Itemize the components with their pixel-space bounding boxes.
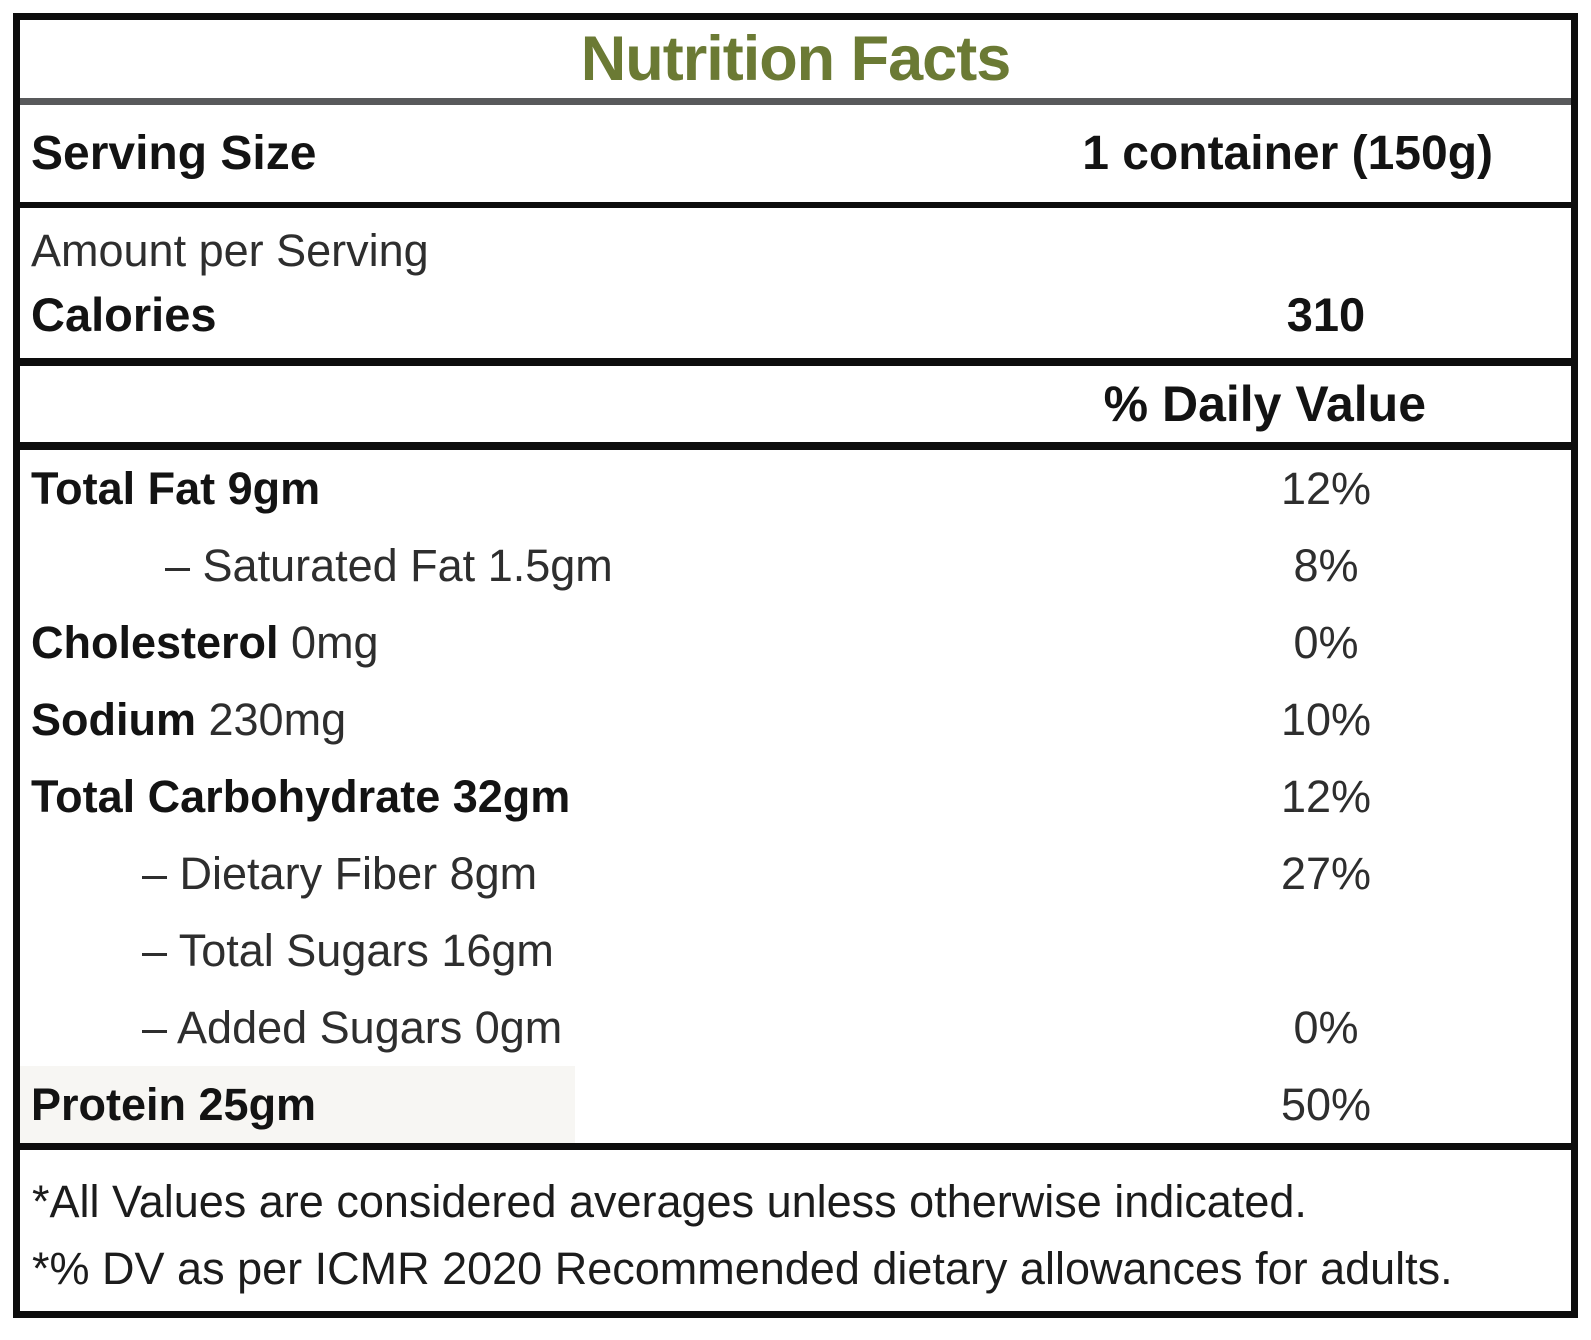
nutrient-row-cholesterol: Cholesterol 0mg 0% (20, 604, 1571, 681)
serving-size-value: 1 container (150g) (1082, 127, 1493, 180)
calories-row: Calories 310 (31, 287, 1571, 342)
nutrition-facts-label: Nutrition Facts Serving Size 1 container… (13, 13, 1578, 1318)
daily-value-percent: 27% (1280, 847, 1372, 899)
calories-label: Calories (31, 287, 217, 341)
nutrient-row-total-carbohydrate: Total Carbohydrate 32gm 12% (20, 758, 1571, 835)
nutrient-label: – Total Sugars 16gm (142, 924, 554, 976)
nutrient-row-dietary-fiber: – Dietary Fiber 8gm 27% (20, 835, 1571, 912)
nutrient-rows: Total Fat 9gm 12% – Saturated Fat 1.5gm … (20, 450, 1571, 1143)
nutrient-label: – Added Sugars 0gm (142, 1001, 563, 1053)
title-section: Nutrition Facts (20, 20, 1571, 105)
nutrient-row-total-fat: Total Fat 9gm 12% (20, 450, 1571, 527)
nutrient-label: Sodium 230mg (31, 693, 347, 745)
nutrient-row-sodium: Sodium 230mg 10% (20, 681, 1571, 758)
nutrient-label: – Saturated Fat 1.5gm (165, 539, 613, 591)
serving-size-row: Serving Size 1 container (150g) (20, 105, 1571, 208)
nutrient-row-added-sugars: – Added Sugars 0gm 0% (20, 989, 1571, 1066)
nutrient-row-saturated-fat: – Saturated Fat 1.5gm 8% (20, 527, 1571, 604)
footnote-averages: *All Values are considered averages unle… (32, 1176, 1307, 1227)
daily-value-percent: 12% (1280, 770, 1372, 822)
daily-value-header-row: % Daily Value (20, 366, 1571, 450)
nutrient-label: Total Fat 9gm (31, 462, 321, 514)
nutrient-label: – Dietary Fiber 8gm (142, 847, 538, 899)
serving-size-label: Serving Size (31, 127, 317, 180)
calories-section: Amount per Serving Calories 310 (20, 208, 1571, 366)
daily-value-percent: 8% (1293, 539, 1359, 591)
nutrient-row-total-sugars: – Total Sugars 16gm (20, 912, 1571, 989)
nutrient-label: Protein 25gm (31, 1078, 317, 1130)
nutrient-row-protein: Protein 25gm 50% (20, 1066, 1571, 1143)
daily-value-percent: 12% (1280, 462, 1372, 514)
footnote-icmr: *% DV as per ICMR 2020 Recommended dieta… (32, 1243, 1453, 1294)
amount-per-serving-label: Amount per Serving (31, 224, 429, 276)
nutrient-label: Total Carbohydrate 32gm (31, 770, 571, 822)
nutrient-label: Cholesterol 0mg (31, 616, 379, 668)
calories-value: 310 (1286, 287, 1366, 341)
daily-value-percent: 0% (1293, 1001, 1359, 1053)
daily-value-header-label: % Daily Value (1103, 376, 1426, 432)
daily-value-percent: 50% (1280, 1078, 1372, 1130)
label-title: Nutrition Facts (580, 24, 1012, 94)
daily-value-percent: 10% (1280, 693, 1372, 745)
daily-value-percent: 0% (1293, 616, 1359, 668)
footnotes-section: *All Values are considered averages unle… (20, 1143, 1571, 1311)
